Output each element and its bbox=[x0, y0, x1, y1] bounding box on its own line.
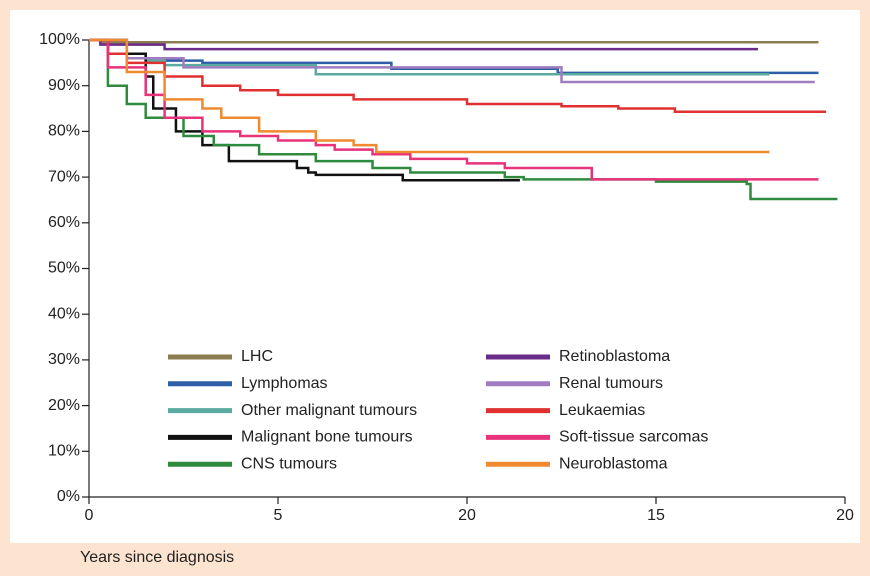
x-tick-label: 5 bbox=[274, 507, 283, 524]
y-tick-label: 50% bbox=[48, 260, 80, 277]
series-line bbox=[89, 38, 838, 201]
x-tick-label: 20 bbox=[836, 507, 854, 524]
y-tick-label: 70% bbox=[48, 168, 80, 185]
legend-label: LHC bbox=[241, 348, 273, 365]
y-tick-label: 90% bbox=[48, 77, 80, 94]
y-tick-label: 30% bbox=[48, 351, 80, 368]
y-tick-label: 0% bbox=[57, 488, 80, 505]
legend-label: Soft-tissue sarcomas bbox=[559, 429, 708, 446]
y-tick-label: 80% bbox=[48, 123, 80, 140]
legend-label: CNS tumours bbox=[241, 455, 337, 472]
legend-label: Other malignant tumours bbox=[241, 402, 417, 419]
plot-panel bbox=[10, 10, 860, 543]
y-tick-label: 40% bbox=[48, 305, 80, 322]
x-axis-title: Years since diagnosis bbox=[80, 549, 234, 566]
legend-label: Leukaemias bbox=[559, 402, 645, 419]
legend-label: Neuroblastoma bbox=[559, 455, 668, 472]
x-tick-label: 15 bbox=[647, 507, 665, 524]
legend-label: Renal tumours bbox=[559, 375, 663, 392]
series-line bbox=[89, 38, 770, 154]
y-tick-label: 20% bbox=[48, 397, 80, 414]
x-tick-label: 20 bbox=[458, 507, 476, 524]
legend-label: Retinoblastoma bbox=[559, 348, 670, 365]
y-tick-label: 60% bbox=[48, 214, 80, 231]
x-tick-label: 0 bbox=[85, 507, 94, 524]
legend-label: Lymphomas bbox=[241, 375, 328, 392]
y-tick-label: 10% bbox=[48, 443, 80, 460]
legend-label: Malignant bone tumours bbox=[241, 429, 413, 446]
y-tick-label: 100% bbox=[39, 31, 80, 48]
series-line bbox=[89, 38, 819, 181]
